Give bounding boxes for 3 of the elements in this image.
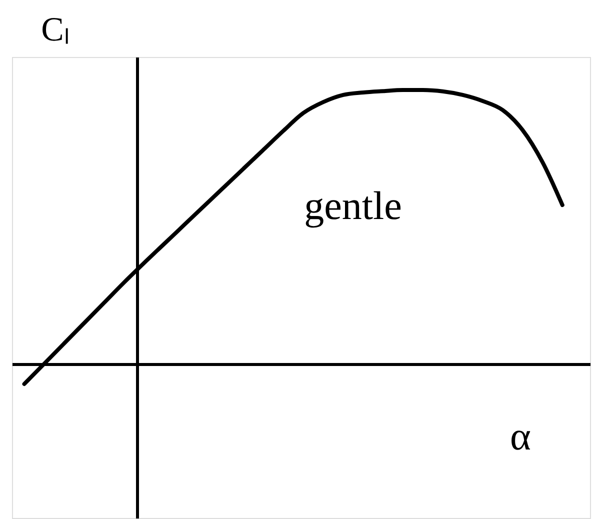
x-axis-title: α [510,414,532,458]
annotation: gentle [304,183,402,228]
y-axis-title: Cₗ [41,12,70,48]
